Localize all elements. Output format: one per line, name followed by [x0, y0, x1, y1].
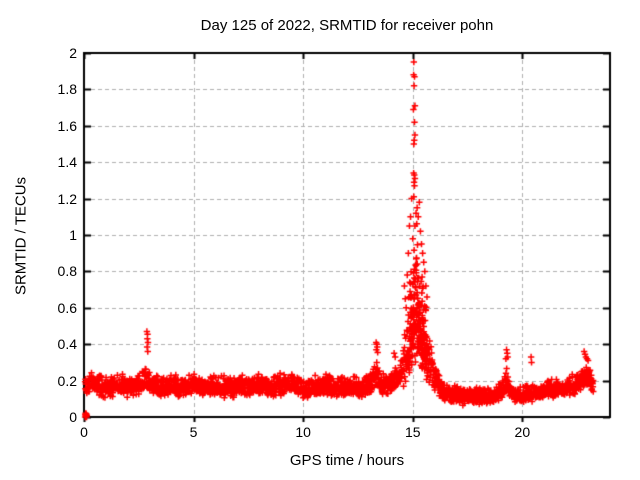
y-tick-label: 1.6 — [57, 117, 77, 134]
x-tick-label: 0 — [80, 424, 88, 440]
chart-title: Day 125 of 2022, SRMTID for receiver poh… — [200, 17, 494, 34]
x-tick-label: 5 — [189, 424, 198, 440]
y-tick-label: 2 — [69, 45, 77, 61]
y-tick-label: 0 — [69, 409, 77, 425]
y-tick-label: 0.4 — [57, 336, 77, 353]
y-tick-label: 0.6 — [57, 299, 77, 316]
y-tick-label: 1 — [69, 227, 77, 243]
x-tick-label: 15 — [404, 424, 421, 440]
x-tick-label: 10 — [295, 424, 311, 440]
x-axis-label: GPS time / hours — [289, 452, 405, 469]
y-tick-label: 1.8 — [57, 81, 77, 98]
y-tick-label: 1.4 — [57, 154, 77, 171]
y-tick-label: 0.8 — [57, 263, 77, 280]
y-tick-label: 1.2 — [57, 190, 77, 207]
x-tick-label: 20 — [514, 424, 531, 440]
y-tick-label: 0.2 — [57, 372, 77, 389]
